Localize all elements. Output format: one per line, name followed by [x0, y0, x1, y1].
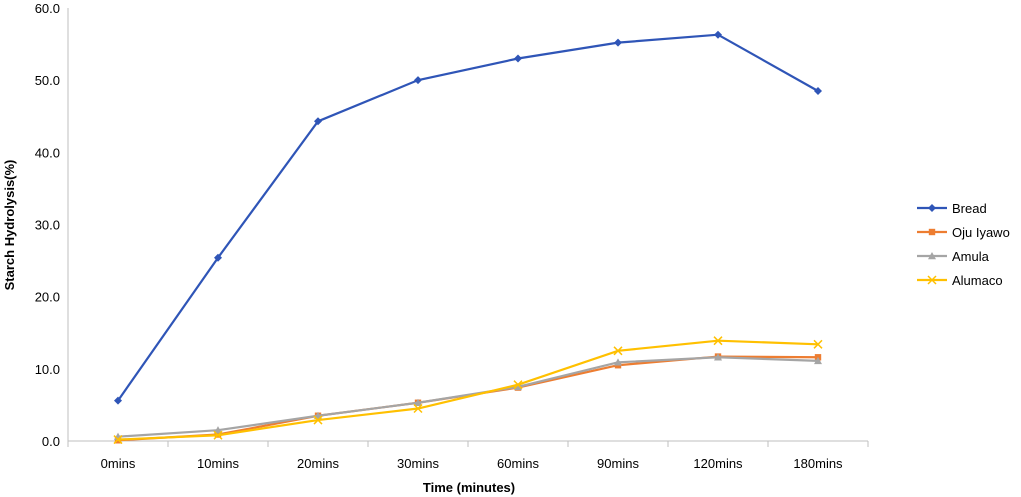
legend-label: Bread — [952, 201, 987, 216]
series-bread — [114, 30, 822, 405]
x-tick-label: 0mins — [101, 456, 136, 471]
data-point — [313, 415, 323, 425]
series-line — [117, 355, 819, 442]
data-point — [814, 86, 822, 95]
y-tick-label: 0.0 — [42, 434, 60, 449]
data-point — [113, 435, 123, 445]
plot-area — [113, 30, 823, 445]
x-axis-ticks: 0mins 10mins 20mins 30mins 60mins 90mins 120mi… — [67, 441, 869, 471]
y-axis-title: Starch Hydrolysis(%) — [2, 160, 17, 291]
y-tick-label: 40.0 — [35, 145, 60, 160]
x-tick-label: 60mins — [497, 456, 539, 471]
data-point — [614, 358, 622, 366]
data-point — [314, 117, 322, 126]
data-point — [213, 430, 223, 440]
legend-label: Oju Iyawo — [952, 225, 1010, 240]
legend-marker — [928, 252, 936, 260]
data-point — [514, 382, 522, 391]
x-tick-label: 90mins — [597, 456, 639, 471]
x-tick-label: 30mins — [397, 456, 439, 471]
series-line — [117, 339, 819, 441]
series-line — [117, 356, 819, 438]
data-point — [714, 30, 722, 39]
legend-marker — [928, 204, 936, 212]
x-tick-label: 120mins — [693, 456, 743, 471]
y-tick-label: 60.0 — [35, 1, 60, 16]
data-point — [713, 336, 723, 346]
data-point — [614, 38, 622, 47]
y-tick-label: 50.0 — [35, 73, 60, 88]
series-alumaco — [113, 336, 823, 445]
chart-axes — [67, 8, 868, 442]
legend-label: Amula — [952, 249, 990, 264]
legend-item: Alumaco — [917, 273, 1003, 288]
data-point — [214, 253, 222, 262]
legend-item: Oju Iyawo — [917, 225, 1010, 240]
data-point — [214, 426, 222, 434]
x-tick-label: 10mins — [197, 456, 239, 471]
data-point — [513, 380, 523, 390]
y-tick-label: 10.0 — [35, 362, 60, 377]
data-point — [413, 403, 423, 414]
y-tick-label: 20.0 — [35, 290, 60, 305]
legend-item: Amula — [917, 249, 990, 264]
legend-item: Bread — [917, 201, 987, 216]
legend-marker — [927, 275, 937, 285]
data-point — [814, 356, 822, 365]
legend-marker — [928, 228, 936, 236]
series-line — [117, 33, 819, 402]
data-point — [813, 339, 823, 349]
legend-label: Alumaco — [952, 273, 1003, 288]
y-axis-ticks: 0.0 10.0 20.0 30.0 40.0 50.0 60.0 — [35, 1, 60, 449]
data-point — [714, 353, 722, 361]
data-point — [414, 76, 422, 85]
y-tick-label: 30.0 — [35, 218, 60, 233]
data-point — [613, 346, 623, 356]
data-point — [114, 396, 122, 405]
data-point — [514, 54, 522, 63]
x-tick-label: 20mins — [297, 456, 339, 471]
x-axis-title: Time (minutes) — [423, 480, 515, 495]
legend: Bread Oju Iyawo Amula Alumaco — [917, 201, 1010, 288]
x-tick-label: 180mins — [793, 456, 843, 471]
data-point — [414, 398, 422, 406]
